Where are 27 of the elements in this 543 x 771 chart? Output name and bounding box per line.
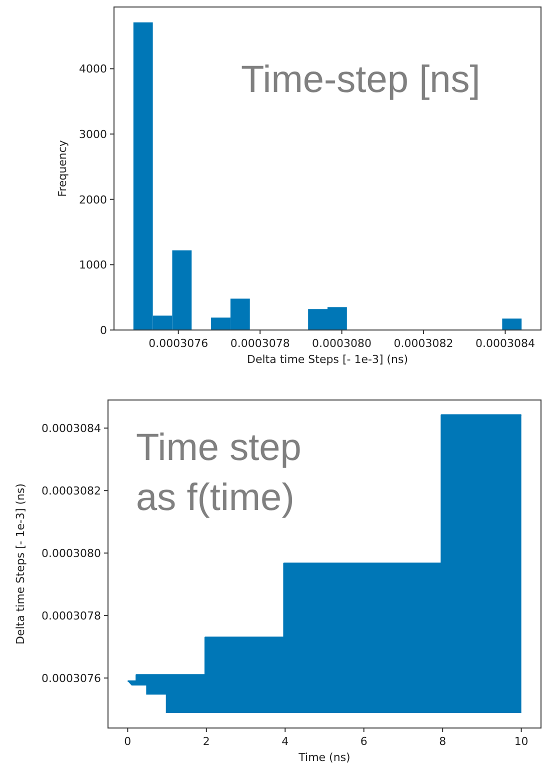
- y-tick-label: 0.0003080: [42, 547, 101, 560]
- y-tick-label: 2000: [79, 193, 107, 206]
- y-tick-label: 0.0003078: [42, 610, 101, 623]
- y-tick-label: 4000: [79, 62, 107, 76]
- y-axis-title: Delta time Steps [- 1e-3] (ns): [14, 483, 27, 645]
- y-tick-label: 0.0003076: [42, 672, 101, 686]
- x-tick-label: 4: [282, 735, 289, 748]
- x-tick-label: 0.0003076: [148, 337, 208, 350]
- x-tick-label: 0.0003080: [312, 337, 372, 350]
- annotation: Time step as f(time): [136, 427, 302, 519]
- y-axis-title: Frequency: [56, 140, 69, 197]
- x-tick-label: 0.0003078: [230, 337, 290, 350]
- x-tick-label: 0.0003082: [394, 337, 454, 350]
- x-tick-label: 0.0003084: [475, 337, 535, 350]
- y-tick-label: 1000: [79, 258, 107, 272]
- x-axis-title: Delta time Steps [- 1e-3] (ns): [246, 353, 408, 366]
- x-tick-label: 8: [439, 735, 446, 748]
- x-axis-title: Time (ns): [298, 751, 350, 764]
- annotation: Time-step [ns]: [241, 59, 480, 101]
- y-tick-label: 3000: [79, 128, 107, 142]
- x-tick-label: 0: [124, 735, 132, 748]
- x-tick-label: 10: [514, 735, 528, 748]
- y-tick-label: 0.0003084: [42, 422, 101, 436]
- y-tick-label: 0: [100, 324, 107, 337]
- y-tick-label: 0.0003082: [42, 484, 101, 498]
- x-tick-label: 2: [202, 735, 210, 748]
- x-tick-label: 6: [360, 735, 368, 748]
